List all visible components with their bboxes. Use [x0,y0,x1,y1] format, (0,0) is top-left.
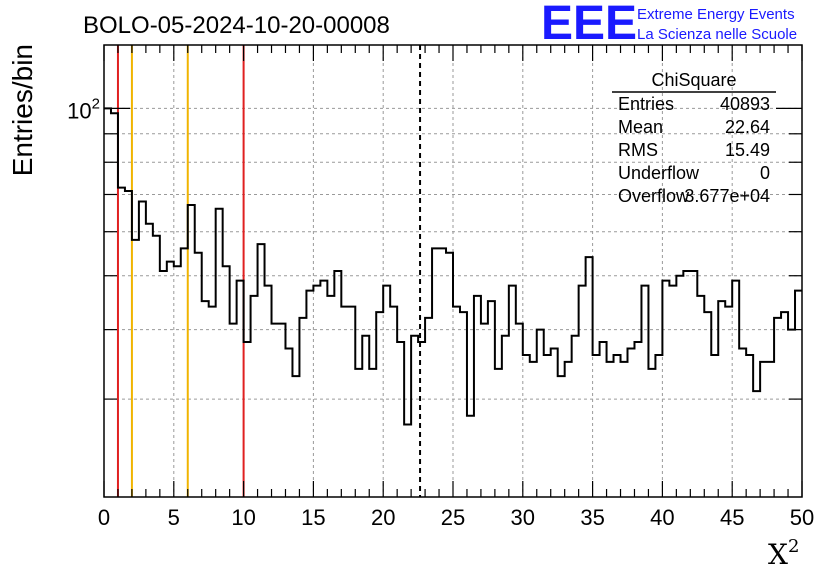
x-tick-label: 15 [301,505,325,530]
axes-layer [103,44,803,498]
stats-box-title: ChiSquare [651,70,736,90]
stats-row-label: Mean [618,117,663,137]
stats-row-value: 0 [760,163,770,183]
chart-title: BOLO-05-2024-10-20-00008 [83,12,390,39]
eee-logo-line1: Extreme Energy Events [637,6,795,23]
grid-layer [104,45,802,497]
x-tick-label: 30 [511,505,535,530]
x-tick-label: 20 [371,505,395,530]
stats-row-value: 40893 [720,94,770,114]
y-tick-label-exponent: 2 [92,95,100,112]
stats-row-value: 15.49 [725,140,770,160]
stats-row-value: 3.677e+04 [684,186,770,206]
x-tick-label: 25 [441,505,465,530]
x-tick-label: 5 [168,505,180,530]
x-tick-label: 35 [580,505,604,530]
y-tick-label: 102 [67,95,100,123]
x-axis-label: X2 [768,536,799,571]
eee-logo: EEE Extreme Energy Events La Scienza nel… [541,0,797,50]
stats-row-value: 22.64 [725,117,770,137]
x-tick-label: 0 [98,505,110,530]
stats-row-label: RMS [618,140,658,160]
histogram-bins [104,107,802,426]
eee-logo-mark: EEE [541,0,637,50]
y-tick-label-base: 10 [67,98,91,123]
eee-logo-line2: La Scienza nelle Scuole [637,26,797,43]
x-tick-label: 10 [231,505,255,530]
x-tick-label: 40 [650,505,674,530]
x-tick-label: 50 [790,505,814,530]
x-axis-label-main: X [768,538,788,571]
stats-box: ChiSquare Entries 40893 Mean 22.64 RMS 15.49 U… [612,70,776,206]
stats-row-label: Entries [618,94,674,114]
stats-rows: Entries 40893 Mean 22.64 RMS 15.49 Underflow 0 O… [618,94,770,206]
histogram-layer [104,107,802,426]
x-tick-label: 45 [720,505,744,530]
stats-row-label: Underflow [618,163,700,183]
y-axis-label: Entries/bin [7,44,38,176]
x-axis-label-superscript: 2 [788,536,799,557]
stats-row-label: Overflow [618,186,690,206]
